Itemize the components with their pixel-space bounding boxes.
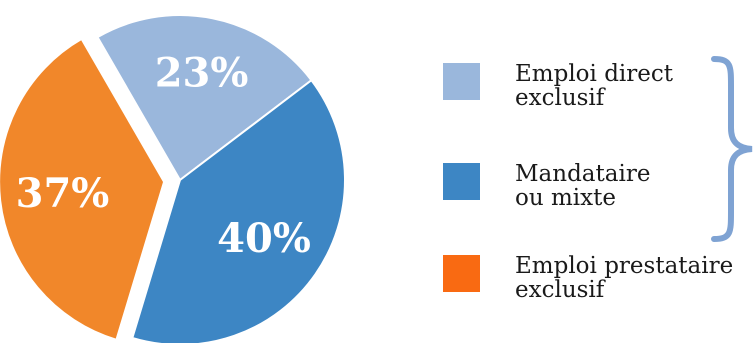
pie-slice-label: 23% (155, 50, 249, 97)
legend-bracket (711, 56, 753, 242)
legend-swatch-mandataire (443, 163, 480, 200)
legend-label-line1: Emploi prestataire (515, 253, 734, 279)
legend-label-line1: Emploi direct (515, 61, 674, 87)
legend-item-mandataire: Mandataire ou mixte (443, 162, 753, 210)
pie-chart: 23% 40% 37% (0, 14, 346, 343)
legend-label-emploi-direct: Emploi direct exclusif (515, 62, 753, 110)
legend-label-line2: exclusif (515, 85, 605, 111)
pie-slice (0, 37, 166, 342)
pie-slice (131, 78, 346, 343)
pie-labels: 23% 40% 37% (16, 50, 311, 262)
pie-slice-label: 37% (16, 170, 110, 217)
legend-item-emploi-direct: Emploi direct exclusif (443, 62, 753, 110)
legend-label-line1: Mandataire (515, 161, 651, 187)
legend-label-line2: exclusif (515, 277, 605, 303)
pie-slice (96, 14, 313, 182)
legend-item-emploi-prestataire: Emploi prestataire exclusif (443, 254, 753, 302)
curly-brace-icon (711, 56, 753, 242)
legend-label-mandataire: Mandataire ou mixte (515, 162, 753, 210)
legend-label-line2: ou mixte (515, 185, 616, 211)
pie-slice-label: 40% (217, 215, 311, 262)
legend-label-emploi-prestataire: Emploi prestataire exclusif (515, 254, 753, 302)
legend-swatch-emploi-direct (443, 63, 480, 100)
pie-slices (0, 14, 346, 343)
legend-swatch-emploi-prestataire (443, 255, 480, 292)
